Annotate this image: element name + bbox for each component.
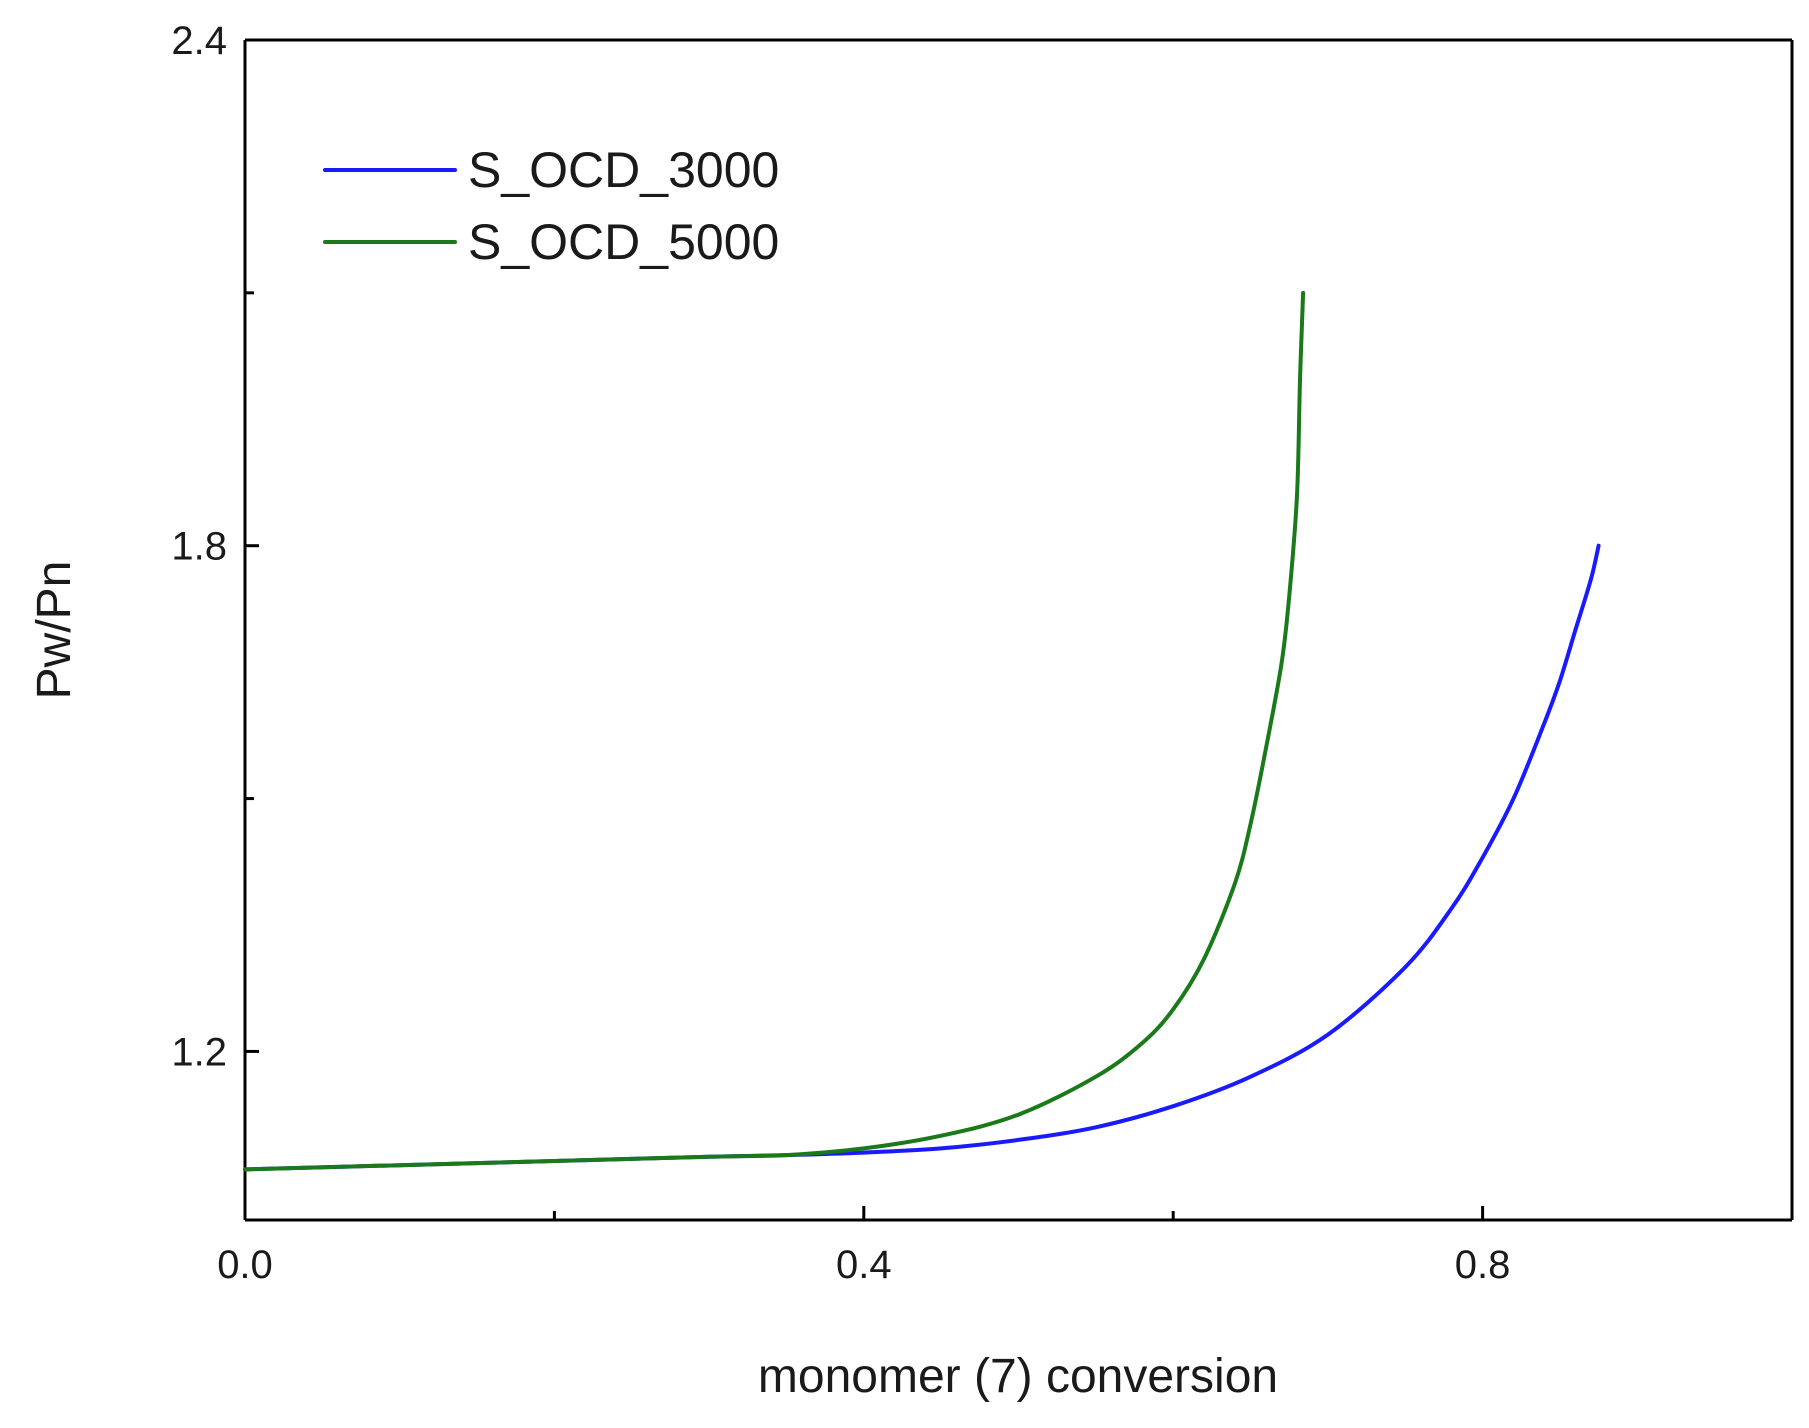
plot-frame xyxy=(243,38,1794,1222)
x-tick-label: 0.4 xyxy=(836,1243,892,1287)
legend-label-s-ocd-5000: S_OCD_5000 xyxy=(468,214,779,270)
x-ticks: 0.0 0.4 0.8 xyxy=(217,1206,1510,1287)
series-group xyxy=(243,290,1601,1172)
series-line-s-ocd-3000 xyxy=(243,543,1601,1172)
y-tick-label: 1.2 xyxy=(171,1030,227,1074)
x-tick-label: 0.0 xyxy=(217,1243,273,1287)
y-axis-label: Pw/Pn xyxy=(28,561,81,700)
y-tick-label: 2.4 xyxy=(171,19,227,63)
x-tick-label: 0.8 xyxy=(1455,1243,1511,1287)
legend-label-s-ocd-3000: S_OCD_3000 xyxy=(468,142,779,198)
y-ticks: 1.2 1.8 2.4 xyxy=(171,19,259,1074)
x-axis-label: monomer (7) conversion xyxy=(758,1350,1278,1403)
legend: S_OCD_3000 S_OCD_5000 xyxy=(323,142,779,270)
series-line-s-ocd-5000 xyxy=(243,290,1306,1172)
y-tick-label: 1.8 xyxy=(171,525,227,569)
